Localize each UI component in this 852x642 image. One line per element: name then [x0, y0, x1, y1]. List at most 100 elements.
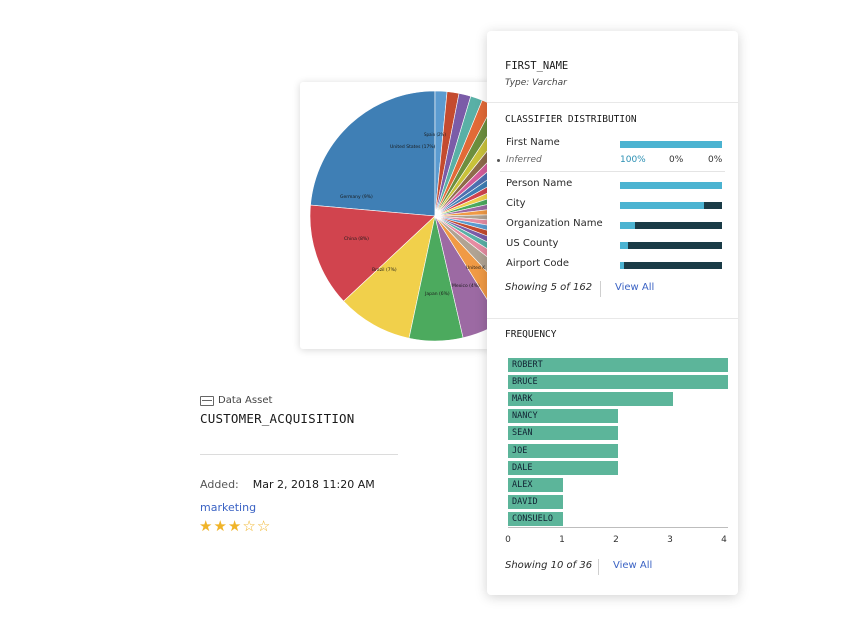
frequency-bar-label: MARK: [512, 394, 533, 405]
frequency-bar[interactable]: BRUCE: [508, 375, 728, 390]
inferred-percent-1: 100%: [620, 155, 646, 165]
divider: [487, 102, 738, 103]
classifier-label: US County: [506, 238, 559, 249]
frequency-bar[interactable]: SEAN: [508, 426, 618, 441]
classifier-row[interactable]: US County: [505, 238, 725, 252]
frequency-bar-label: ROBERT: [512, 360, 543, 370]
pie-slice[interactable]: [434, 215, 490, 322]
star-empty-icon[interactable]: ☆: [242, 517, 256, 535]
frequency-bar[interactable]: ALEX: [508, 477, 563, 492]
star-filled-icon[interactable]: ★: [199, 517, 213, 535]
star-filled-icon[interactable]: ★: [227, 517, 242, 535]
pie-slice[interactable]: [434, 213, 490, 225]
frequency-x-tick-label: 2: [613, 535, 619, 545]
divider: [200, 454, 398, 455]
frequency-bar-label: DALE: [512, 462, 533, 473]
pie-slice-label: Spain (2%): [424, 132, 446, 137]
star-empty-icon[interactable]: ☆: [256, 517, 271, 535]
pie-slice-label: Brazil (7%): [372, 267, 397, 273]
divider: [487, 318, 738, 319]
classifier-bar-fill: [620, 141, 722, 148]
frequency-x-tick-label: 4: [721, 535, 727, 545]
pie-slice[interactable]: [343, 215, 436, 339]
classifier-row[interactable]: Organization Name: [505, 218, 725, 232]
classifier-bar: [620, 222, 722, 229]
pie-slice-label: Mexico (4%): [452, 283, 480, 289]
classifier-label: City: [506, 198, 526, 209]
frequency-bar[interactable]: JOE: [508, 443, 618, 458]
classifier-title: CLASSIFIER DISTRIBUTION: [505, 114, 637, 125]
frequency-bar[interactable]: CONSUELO: [508, 511, 563, 526]
classifier-view-all-link[interactable]: View All: [615, 282, 655, 293]
pie-slice[interactable]: [434, 189, 490, 217]
inferred-percent-2: 0%: [669, 155, 684, 165]
pie-slice[interactable]: [434, 105, 490, 217]
classifier-bar: [620, 242, 722, 249]
frequency-bar-label: NANCY: [512, 411, 538, 422]
classifier-label: Airport Code: [506, 258, 570, 269]
classifier-bar-fill: [620, 222, 636, 229]
classifier-showing-count: Showing 5 of 162: [505, 282, 593, 293]
classifier-bar: [620, 202, 722, 209]
classifier-row[interactable]: Person Name: [505, 178, 725, 192]
added-label: Added:: [200, 478, 239, 491]
pie-chart-card: United States (17%) Germany (9%) China (8%…: [300, 82, 490, 349]
frequency-bar[interactable]: ROBERT: [508, 358, 728, 372]
star-filled-icon[interactable]: ★: [213, 517, 227, 535]
asset-name[interactable]: CUSTOMER_ACQUISITION: [200, 411, 355, 426]
added-row: Added: Mar 2, 2018 11:20 AM: [200, 478, 375, 491]
classifier-bar: [620, 141, 722, 148]
frequency-x-tick-label: 0: [505, 535, 511, 545]
column-profile-panel: FIRST_NAME Type: Varchar CLASSIFIER DIST…: [487, 31, 738, 595]
frequency-bar-label: SEAN: [512, 428, 533, 439]
column-type: Type: Varchar: [505, 78, 567, 88]
frequency-title: FREQUENCY: [505, 329, 557, 340]
inferred-percent-3: 0%: [708, 155, 723, 165]
inferred-label: Inferred: [506, 155, 542, 165]
frequency-x-tick-label: 1: [559, 535, 565, 545]
frequency-x-axis: [508, 527, 728, 528]
classifier-row[interactable]: City: [505, 198, 725, 212]
column-name: FIRST_NAME: [505, 60, 569, 72]
tag-link[interactable]: marketing: [200, 501, 257, 514]
frequency-bar[interactable]: NANCY: [508, 409, 618, 424]
pie-slice[interactable]: [434, 135, 490, 217]
classifier-bar: [620, 182, 722, 189]
added-value: Mar 2, 2018 11:20 AM: [252, 478, 375, 491]
pie-slice-label: United K: [466, 265, 486, 271]
classifier-row[interactable]: Airport Code: [505, 258, 725, 272]
frequency-view-all-link[interactable]: View All: [613, 560, 653, 571]
pie-slice[interactable]: [434, 215, 490, 339]
pie-slice[interactable]: [434, 215, 490, 307]
divider: [600, 281, 601, 297]
rating-stars[interactable]: ★ ★ ★ ☆ ☆: [199, 518, 270, 534]
classifier-bar-fill: [620, 182, 722, 189]
frequency-bar-label: JOE: [512, 445, 528, 456]
pie-slice[interactable]: [434, 201, 490, 217]
pie-slice[interactable]: [434, 166, 490, 217]
frequency-bar-label: DAVID: [512, 496, 538, 507]
frequency-bar-label: ALEX: [512, 479, 533, 490]
pie-slice-label: United States (17%): [390, 144, 436, 150]
classifier-bar-fill: [620, 262, 625, 269]
frequency-bar[interactable]: MARK: [508, 392, 673, 407]
pie-slice-label: Germany (9%): [340, 194, 373, 200]
frequency-bar[interactable]: DAVID: [508, 494, 563, 509]
classifier-label: First Name: [506, 137, 560, 148]
asset-info: Data Asset CUSTOMER_ACQUISITION: [200, 395, 400, 426]
inferred-row: Inferred 100% 0% 0%: [497, 155, 725, 167]
bullet-icon: [497, 159, 500, 162]
pie-slice-label: Japan (6%): [424, 291, 450, 297]
frequency-showing-count: Showing 10 of 36: [505, 560, 593, 571]
frequency-bar[interactable]: DALE: [508, 460, 618, 475]
pie-slice[interactable]: [434, 145, 490, 217]
asset-type-label: Data Asset: [218, 395, 273, 406]
pie-slice-label: China (8%): [344, 236, 369, 242]
classifier-bar-fill: [620, 202, 704, 209]
classifier-label: Organization Name: [506, 218, 603, 229]
pie-slice[interactable]: [310, 90, 436, 217]
pie-slice[interactable]: [309, 204, 436, 302]
classifier-row[interactable]: First Name: [505, 137, 725, 151]
frequency-bar-label: BRUCE: [512, 377, 538, 388]
divider: [500, 171, 725, 172]
